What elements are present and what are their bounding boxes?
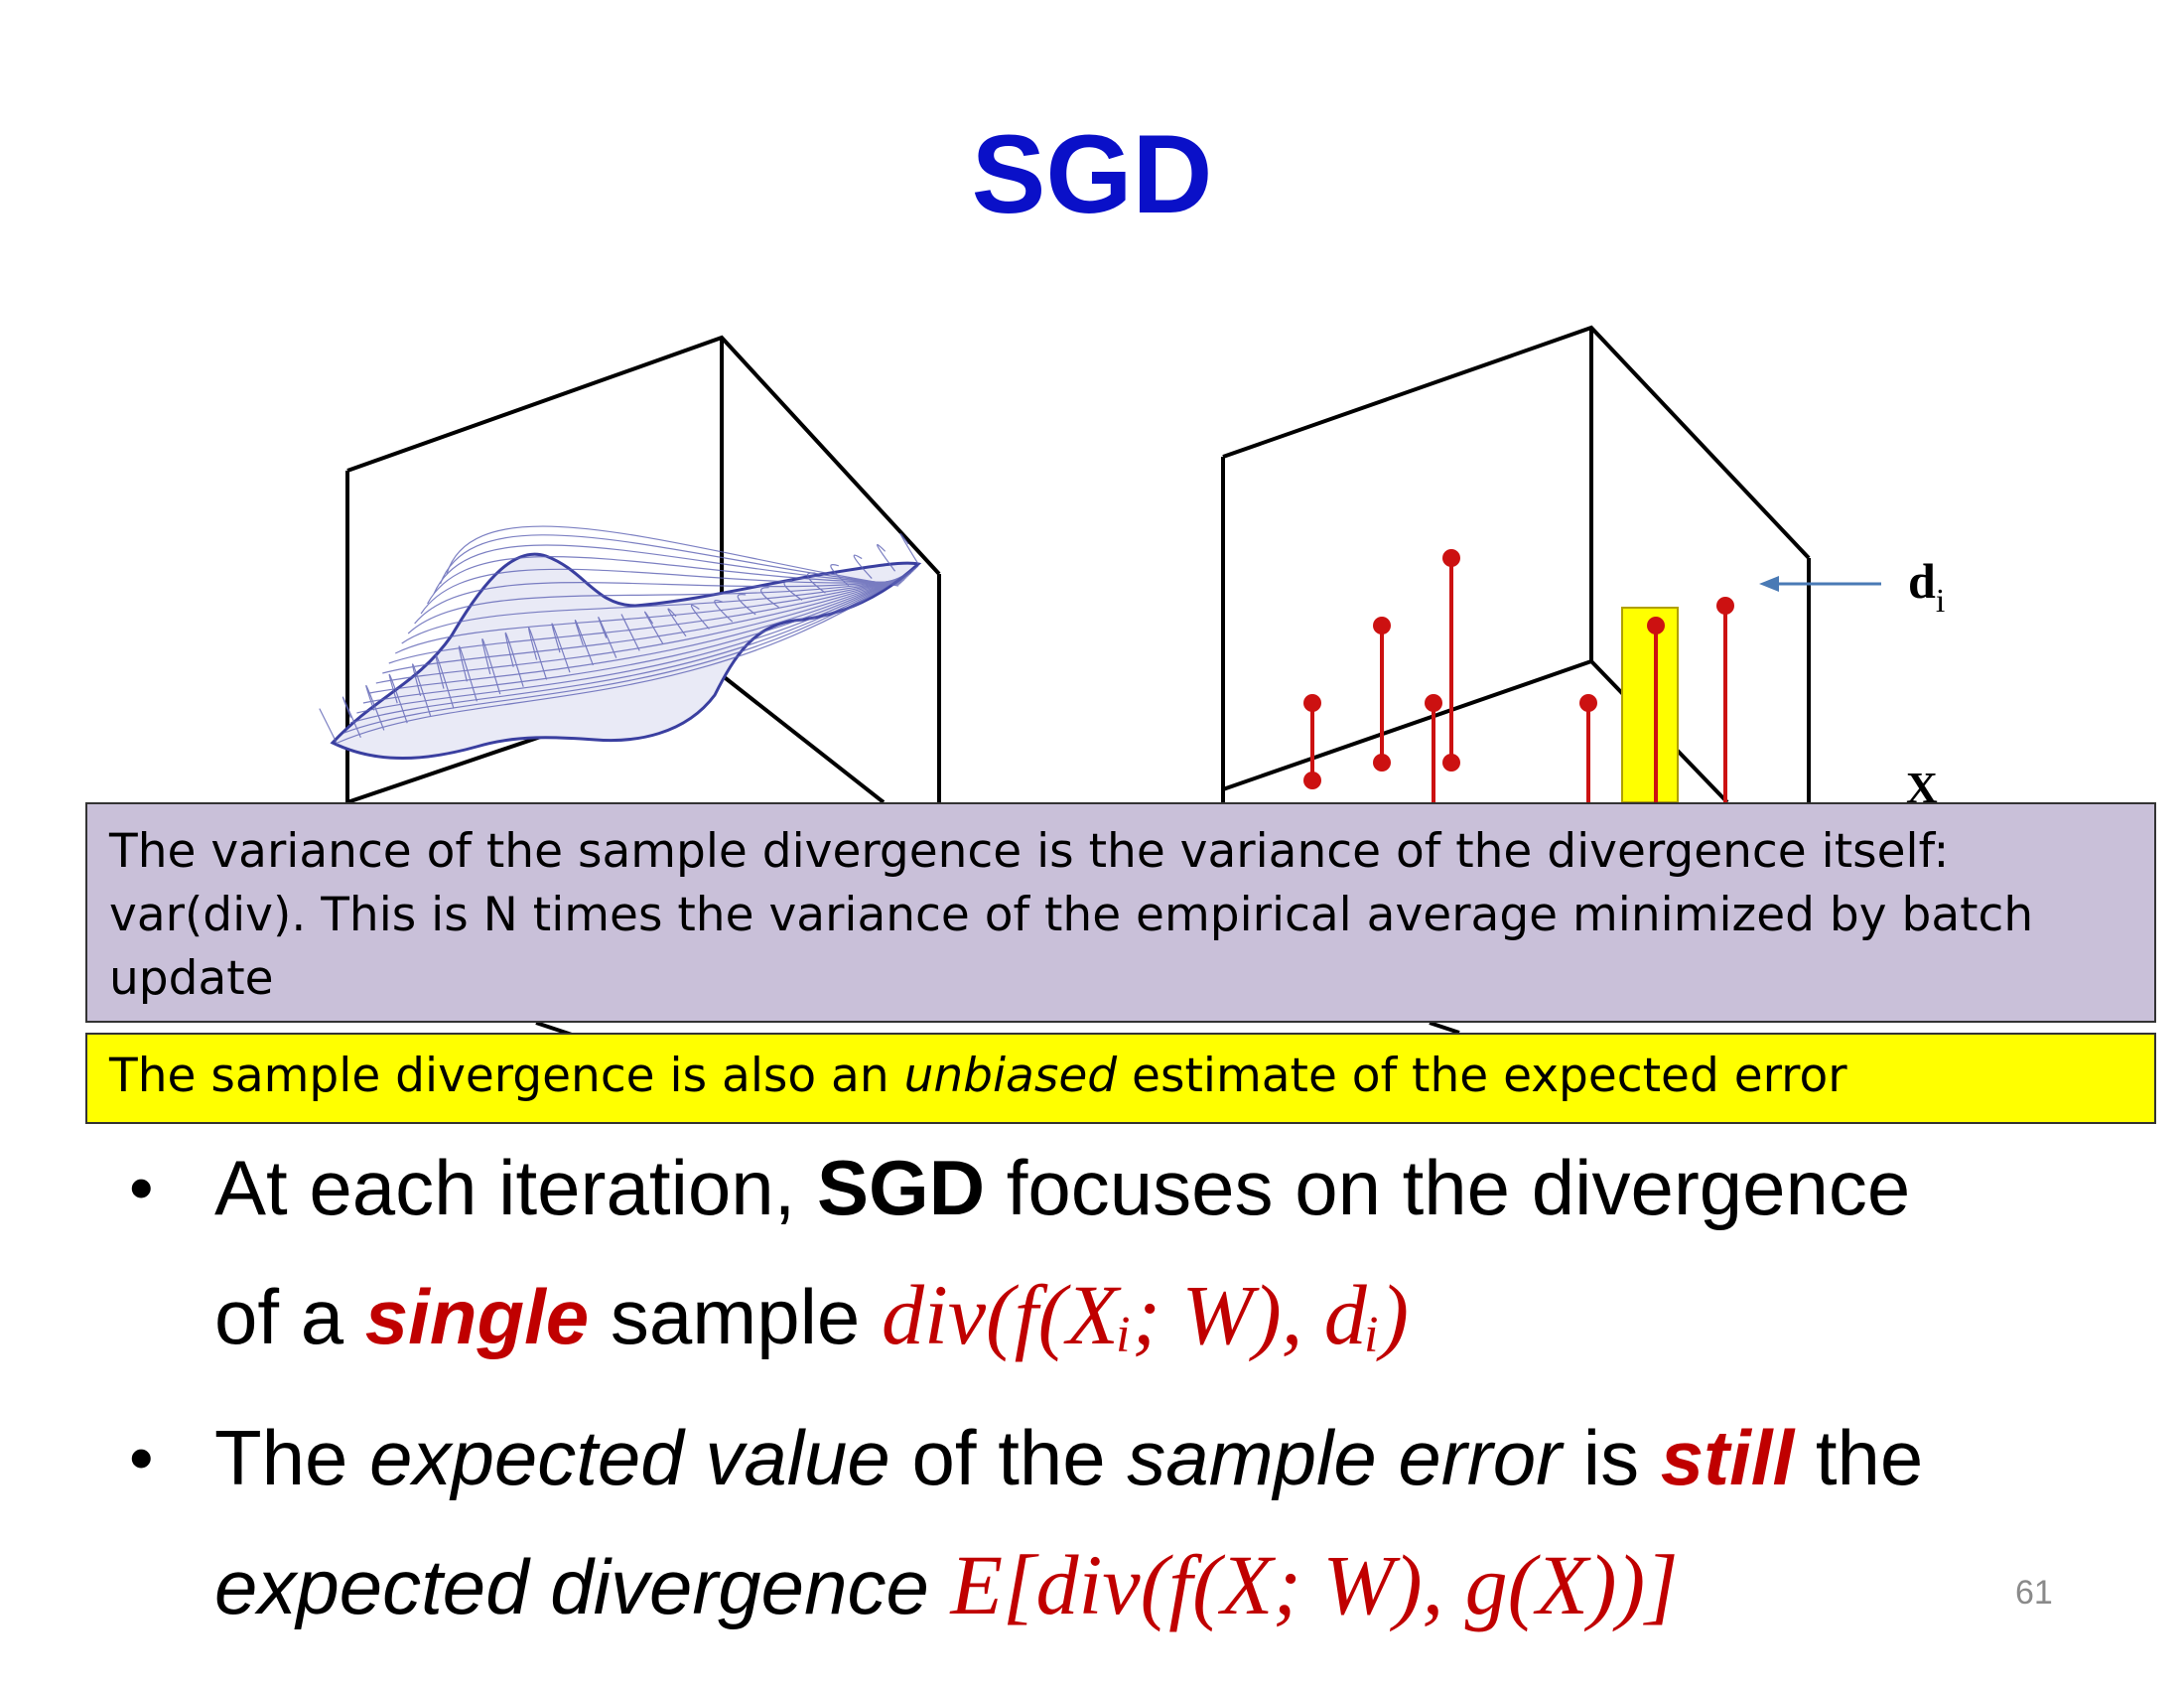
selected-sample-highlight [1621, 607, 1679, 803]
sample-point [1579, 694, 1597, 712]
bullet-1-sgd: SGD [817, 1144, 986, 1231]
bullet-1-text-d: sample [589, 1273, 882, 1360]
error-surface [319, 525, 922, 760]
bullet-2-text-c: is [1562, 1414, 1661, 1501]
bullet-2-line-1: The expected value of the sample error i… [214, 1394, 2075, 1521]
bullet-2-text-d: the [1794, 1414, 1924, 1501]
bullet-1-text-a: At each iteration, [214, 1144, 818, 1231]
bullet-expected-value: • The expected value of the sample error… [129, 1394, 2075, 1650]
sample-point [1373, 617, 1391, 634]
di-label: di [1908, 553, 1945, 620]
bullet-2-line-2: expected divergence E[div(f(X; W), g(X))… [214, 1521, 2075, 1650]
page-number: 61 [2015, 1574, 2053, 1612]
bullet-2-expected-value: expected value [369, 1414, 890, 1501]
bullet-2-still: still [1660, 1414, 1795, 1501]
bullet-1-line-2: of a single sample div(f(Xᵢ; W), dᵢ) [214, 1251, 2075, 1380]
variance-note: The variance of the sample divergence is… [85, 802, 2156, 1023]
bullet-dot: • [129, 1419, 154, 1496]
bullet-1-single: single [364, 1273, 590, 1360]
bullet-2-text-a: The [214, 1414, 370, 1501]
bullet-2-sample-error: sample error [1127, 1414, 1563, 1501]
sample-divergence-formula: div(f(Xᵢ; W), dᵢ) [881, 1267, 1410, 1362]
bullet-list: • At each iteration, SGD focuses on the … [129, 1124, 2075, 1650]
slide-title: SGD [971, 112, 1213, 236]
left-cube [345, 335, 941, 1045]
sample-base-point [1303, 772, 1321, 789]
sample-point [1716, 597, 1734, 615]
sample-point [1442, 549, 1460, 567]
sample-point [1647, 617, 1665, 634]
sample-base-point [1442, 754, 1460, 772]
di-arrow [1759, 576, 1881, 592]
bullet-1-text-b: focuses on the divergence [985, 1144, 1911, 1231]
right-cube [1221, 325, 1811, 1035]
unbiased-note-emph: unbiased [903, 1049, 1118, 1103]
bullet-2-expected-divergence: expected divergence [214, 1543, 929, 1630]
expected-divergence-formula: E[div(f(X; W), g(X))] [950, 1537, 1679, 1632]
sample-point [1425, 694, 1442, 712]
sample-point [1303, 694, 1321, 712]
unbiased-note-text-b: estimate of the expected error [1117, 1049, 1847, 1103]
bullet-dot: • [129, 1149, 154, 1226]
sample-base-point [1373, 754, 1391, 772]
sample-stems [1303, 549, 1734, 802]
bullet-1-line-1: At each iteration, SGD focuses on the di… [214, 1124, 2075, 1251]
unbiased-note-text-a: The sample divergence is also an [109, 1049, 904, 1103]
figures-illustration: di X [319, 325, 1945, 1045]
bullet-2-text-b: of the [889, 1414, 1128, 1501]
bullet-1-text-c: of a [214, 1273, 365, 1360]
unbiased-note: The sample divergence is also an unbiase… [85, 1033, 2156, 1124]
bullet-sgd-focus: • At each iteration, SGD focuses on the … [129, 1124, 2075, 1380]
